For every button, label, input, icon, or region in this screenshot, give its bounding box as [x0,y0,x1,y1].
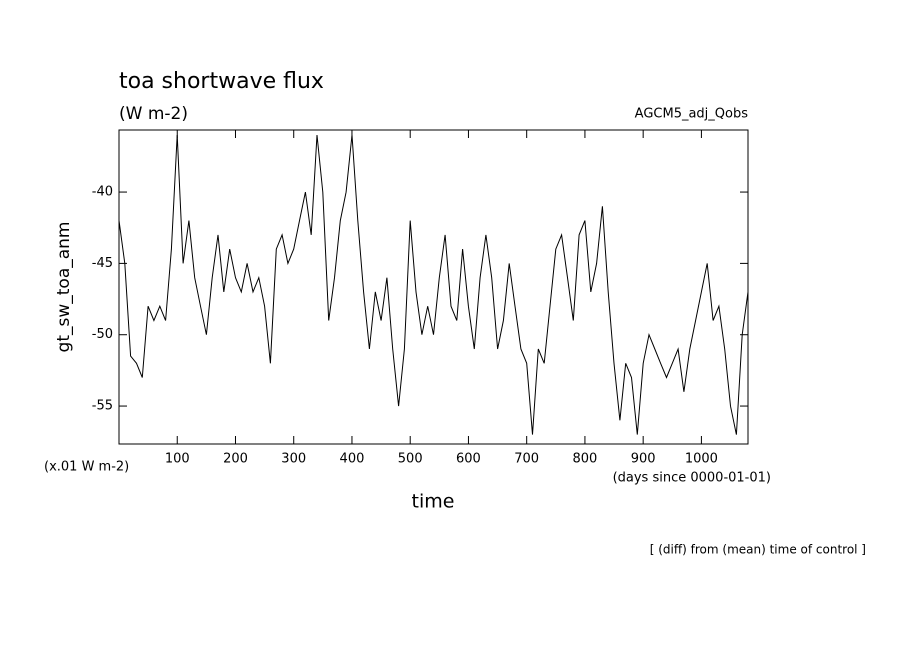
y-unit-note: (x.01 W m-2) [44,460,129,475]
x-tick-label: 1000 [685,452,718,467]
annotation: AGCM5_adj_Qobs [635,107,749,122]
y-tick-label: -55 [92,399,113,414]
chart-subtitle: (W m-2) [119,104,188,124]
x-unit-note: (days since 0000-01-01) [613,471,771,486]
x-axis-label: time [412,491,455,513]
x-tick-label: 600 [456,452,481,467]
x-tick-label: 300 [281,452,306,467]
x-tick-label: 100 [165,452,190,467]
y-tick-label: -45 [92,256,113,271]
x-tick-label: 800 [573,452,598,467]
y-tick-label: -50 [92,327,113,342]
x-tick-label: 500 [398,452,423,467]
y-tick-label: -40 [92,185,113,200]
y-axis-label: gt_sw_toa_anm [54,222,74,353]
chart-title: toa shortwave flux [119,69,324,94]
x-tick-label: 900 [631,452,656,467]
data-line [118,134,749,435]
footnote: [ (diff) from (mean) time of control ] [650,543,866,557]
x-tick-label: 200 [223,452,248,467]
x-tick-label: 700 [514,452,539,467]
plot-frame [118,129,749,445]
x-tick-label: 400 [340,452,365,467]
